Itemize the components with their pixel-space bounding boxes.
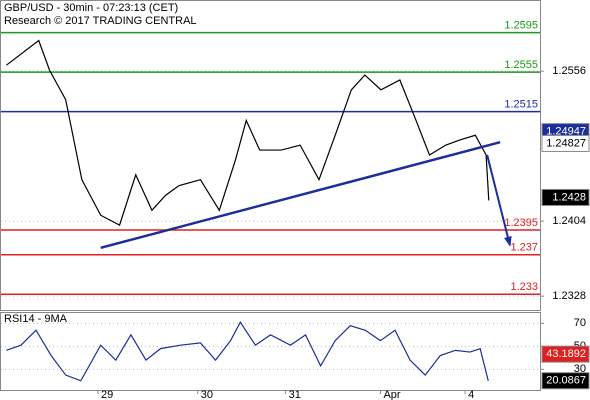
chart-title: GBP/USD - 30min - 07:23:13 (CET) bbox=[4, 2, 178, 14]
y-tick-label: 70 bbox=[574, 317, 586, 329]
rsi-frame bbox=[0, 312, 541, 391]
price-tag-label: 43.1892 bbox=[546, 348, 586, 360]
price-tag-label: 20.0867 bbox=[546, 375, 586, 387]
price-tag bbox=[541, 372, 590, 390]
level-label: 1.2555 bbox=[504, 59, 538, 71]
price-line bbox=[6, 321, 489, 382]
trend-line bbox=[100, 140, 501, 250]
level-label: 1.2515 bbox=[504, 98, 538, 110]
y-tick-label: 1.2556 bbox=[552, 65, 586, 77]
x-tick-label: Apr bbox=[383, 389, 400, 400]
price-tag-label: 1.24827 bbox=[546, 137, 586, 149]
rsi-title: RSI14 - 9MA bbox=[4, 313, 68, 325]
y-tick-label: 1.2328 bbox=[552, 290, 586, 302]
x-tick-label: 4 bbox=[468, 389, 474, 400]
forecast-arrow bbox=[486, 154, 511, 246]
price-tag-label: 1.24947 bbox=[546, 126, 586, 138]
x-tick-label: 31 bbox=[289, 389, 301, 400]
arrow-head bbox=[504, 236, 512, 247]
x-tick-label: 30 bbox=[201, 389, 213, 400]
level-label: 1.2595 bbox=[504, 20, 538, 32]
price-frame bbox=[0, 0, 541, 311]
price-tag bbox=[541, 345, 590, 363]
x-tick-label: 29 bbox=[101, 389, 113, 400]
y-tick-label: 1.2404 bbox=[552, 215, 586, 227]
level-label: 1.233 bbox=[510, 281, 538, 293]
price-tag bbox=[541, 188, 590, 206]
price-tag-label: 1.2428 bbox=[552, 191, 586, 203]
level-label: 1.237 bbox=[510, 242, 538, 254]
chart-subtitle: Research © 2017 TRADING CENTRAL bbox=[4, 15, 197, 27]
level-label: 1.2395 bbox=[504, 217, 538, 229]
price-line bbox=[6, 39, 490, 226]
price-tag bbox=[541, 134, 590, 152]
